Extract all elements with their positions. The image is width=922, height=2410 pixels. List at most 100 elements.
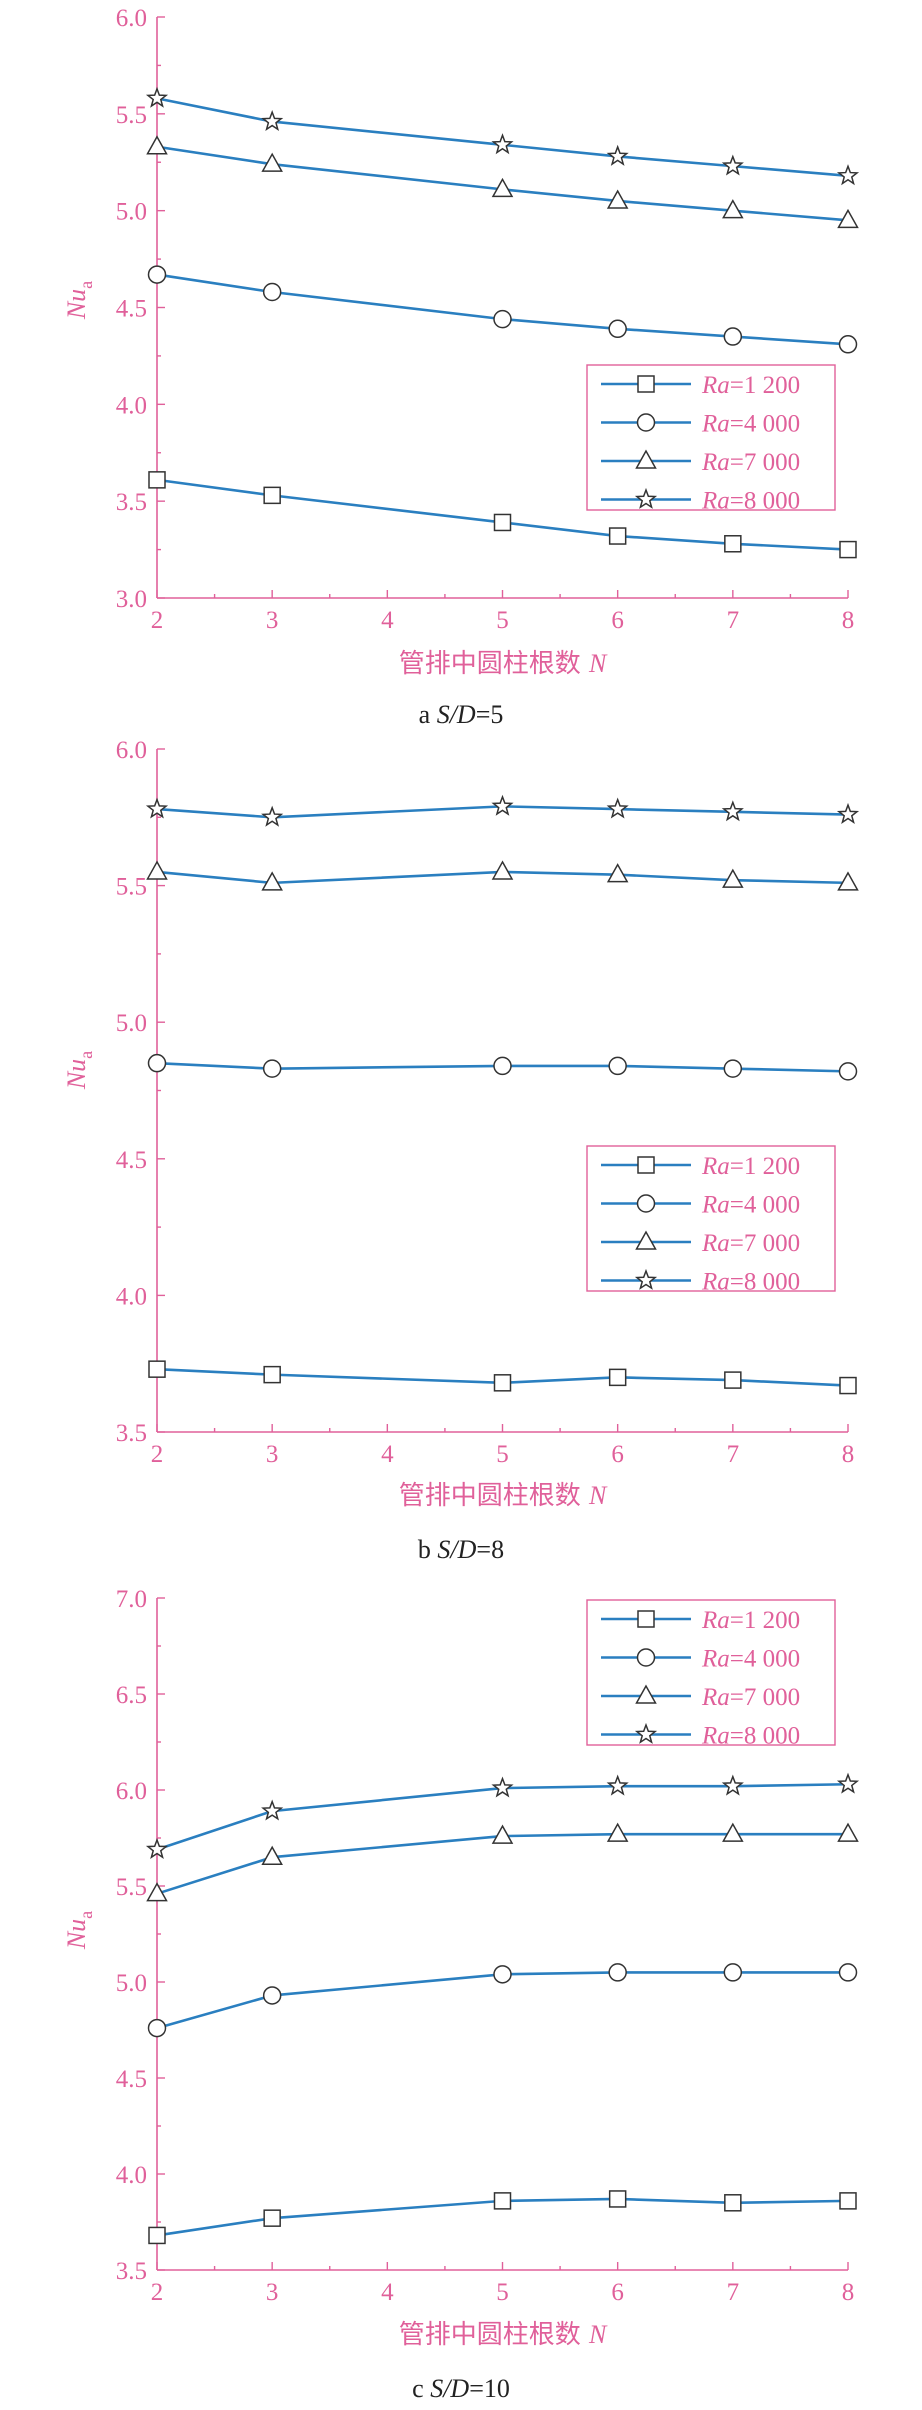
legend-box	[586, 364, 836, 511]
data-point-triangle	[491, 860, 514, 880]
data-point-circle	[723, 1963, 743, 1982]
data-point-triangle	[606, 189, 629, 209]
data-point-triangle	[261, 1845, 283, 1865]
data-point-circle	[723, 327, 743, 346]
y-tick-label: 6.0	[116, 737, 147, 764]
x-tick-label: 3	[266, 2279, 279, 2306]
data-point-circle	[838, 1062, 858, 1081]
data-point-triangle	[491, 177, 514, 198]
data-point-circle	[147, 1053, 167, 1073]
series-star	[145, 1772, 860, 1859]
y-tick-label: 6.5	[116, 1682, 147, 1709]
series-triangle	[146, 135, 859, 229]
series-line	[156, 97, 849, 178]
legend: Ra=1 200 Ra=4 000 Ra=7 000 Ra=8 000	[586, 1145, 836, 1296]
series-star	[145, 794, 860, 827]
y-tick-label: 4.5	[116, 1147, 147, 1174]
data-point-star	[836, 1772, 860, 1794]
data-point-square	[148, 1360, 166, 1378]
chart-panel-1: 3.0 3.5 4.0 4.5 5.0 5.5 6.0 2 3 4 5 6 7 8 管排中圆柱根数 N Nua…	[62, 5, 860, 729]
data-point-square	[263, 2209, 281, 2227]
legend-label: Ra=4 000	[701, 1646, 800, 1673]
data-point-star	[491, 133, 514, 155]
data-point-star	[606, 1774, 629, 1796]
data-point-square	[148, 471, 166, 489]
data-point-triangle	[722, 1822, 744, 1842]
figure-caption: c S/D=10	[412, 2374, 510, 2403]
data-point-star	[721, 1774, 744, 1796]
legend-label: Ra=7 000	[701, 1684, 800, 1711]
y-tick-label: 4.5	[116, 2066, 147, 2093]
x-tick-label: 5	[496, 2279, 509, 2306]
x-tick-label: 5	[496, 607, 509, 634]
legend-marker-triangle	[635, 1684, 657, 1704]
data-point-square	[839, 2192, 857, 2210]
series-circle	[147, 265, 858, 354]
series-triangle	[146, 860, 859, 891]
legend-label: Ra=4 000	[701, 411, 800, 438]
data-point-square	[263, 486, 281, 505]
series-triangle	[146, 1822, 859, 1902]
data-point-square	[839, 1376, 857, 1395]
x-tick-label: 7	[727, 607, 740, 634]
data-point-triangle	[491, 1824, 514, 1844]
y-tick-label: 5.0	[116, 199, 147, 226]
data-point-star	[261, 1799, 284, 1821]
legend-marker-square	[637, 1156, 655, 1174]
series-star	[145, 86, 860, 186]
x-axis-title: 管排中圆柱根数 N	[399, 1481, 608, 1511]
chart-panel-3: 3.5 4.0 4.5 5.0 5.5 6.0 6.5 7.0 2 3 4 5 6 7 8 管排中圆柱根数 N…	[62, 1586, 860, 2403]
y-axis-title: Nua	[62, 1911, 96, 1950]
data-point-square	[493, 2192, 512, 2210]
series-square	[148, 471, 857, 559]
y-axis-title: Nua	[62, 1051, 96, 1090]
series-line	[156, 1367, 849, 1387]
data-point-star	[145, 1837, 169, 1859]
series-line	[156, 273, 849, 346]
y-tick-label: 3.5	[116, 489, 147, 516]
data-point-triangle	[837, 208, 859, 229]
data-point-circle	[147, 265, 167, 284]
data-point-star	[721, 154, 744, 176]
legend-marker-circle	[636, 1194, 656, 1213]
y-tick-label: 4.0	[116, 392, 147, 419]
data-point-circle	[262, 1986, 282, 2005]
x-axis-title: 管排中圆柱根数 N	[399, 649, 608, 679]
legend-marker-square	[637, 375, 655, 393]
data-point-star	[836, 164, 860, 186]
data-point-star	[836, 802, 860, 824]
x-tick-label: 2	[151, 2279, 164, 2306]
legend-label: Ra=8 000	[701, 1269, 800, 1296]
legend-label: Ra=7 000	[701, 449, 800, 476]
legend-label: Ra=8 000	[701, 1723, 800, 1750]
series-square	[148, 2190, 857, 2245]
y-tick-label: 5.5	[116, 102, 147, 129]
data-point-square	[608, 527, 627, 545]
data-point-star	[145, 797, 169, 819]
data-point-triangle	[146, 860, 168, 880]
y-tick-label: 6.0	[116, 1778, 147, 1805]
data-point-square	[724, 2194, 742, 2212]
data-point-circle	[608, 1963, 627, 1982]
chart-panel-2: 3.5 4.0 4.5 5.0 5.5 6.0 2 3 4 5 6 7 8 管排中圆柱根数 N Nua Ra=…	[62, 737, 860, 1564]
data-point-triangle	[837, 871, 859, 891]
data-point-star	[261, 805, 284, 827]
y-tick-label: 4.0	[116, 2162, 147, 2189]
series-line	[156, 145, 849, 222]
data-point-star	[606, 797, 629, 819]
figure-caption: a S/D=5	[419, 700, 504, 729]
data-point-square	[608, 2190, 627, 2208]
series-line	[156, 1782, 849, 1851]
series-line	[156, 870, 849, 885]
data-point-triangle	[261, 152, 283, 172]
series-line	[156, 1832, 848, 1895]
series-line	[156, 805, 849, 819]
figure-caption: b S/D=8	[418, 1535, 504, 1564]
data-point-star	[261, 109, 284, 132]
y-axis-title: Nua	[62, 281, 96, 320]
series-circle	[147, 1053, 858, 1081]
x-tick-label: 4	[381, 607, 394, 634]
x-tick-label: 2	[151, 607, 164, 634]
legend-label: Ra=8 000	[701, 488, 800, 515]
